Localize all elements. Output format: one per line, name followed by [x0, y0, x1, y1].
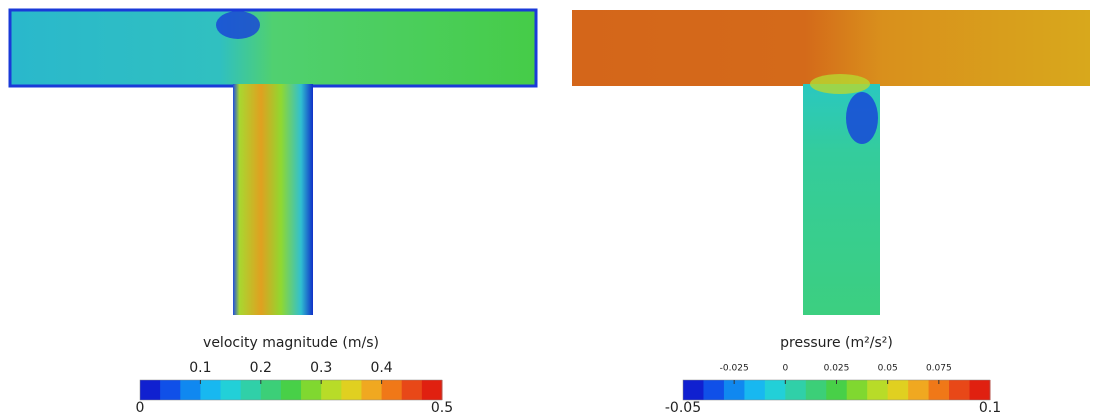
tick-label: 0.4: [370, 360, 392, 376]
colorbar-band: [240, 380, 262, 400]
colorbar-band: [301, 380, 322, 400]
colorbar-title: velocity magnitude (m/s): [203, 335, 379, 351]
colorbar-band: [220, 380, 242, 400]
range-label: -0.05: [665, 400, 701, 416]
colorbar-band: [381, 380, 403, 400]
colorbar-band: [361, 380, 383, 400]
colorbar-band: [949, 380, 971, 400]
pressure-field: [572, 10, 1090, 315]
colorbar-band: [140, 380, 161, 400]
colorbar-band: [341, 380, 362, 400]
colorbar-band: [723, 380, 745, 400]
range-label: 0: [136, 400, 145, 416]
velocity-field: [8, 8, 538, 315]
colorbar-band: [785, 380, 807, 400]
tick-label: 0.2: [250, 360, 272, 376]
tick-label: 0.3: [310, 360, 332, 376]
colorbar-frame: [139, 379, 443, 401]
colorbar-band: [764, 380, 786, 400]
colorbar-band: [200, 380, 222, 400]
tick-label: 0.025: [824, 364, 850, 374]
colorbar-band: [744, 380, 766, 400]
tick-label: 0.075: [926, 364, 952, 374]
tick-label: 0: [782, 364, 788, 374]
colorbar-band: [260, 380, 282, 400]
colorbar-band: [887, 380, 909, 400]
colorbar-band: [908, 380, 930, 400]
colorbar-band: [180, 380, 201, 400]
colorbar-title: pressure (m²/s²): [780, 335, 893, 351]
colorbar-band: [421, 380, 443, 400]
tick-label: 0.05: [878, 364, 898, 374]
colorbar-band: [805, 380, 827, 400]
colorbar-band: [280, 380, 302, 400]
tick-label: 0.1: [189, 360, 211, 376]
range-label: 0.1: [979, 400, 1001, 416]
colorbar-band: [401, 380, 423, 400]
colorbar-band: [846, 380, 868, 400]
colorbar-band: [969, 380, 991, 400]
colorbar-band: [867, 380, 889, 400]
colorbar-band: [160, 380, 181, 400]
tick-label: -0.025: [720, 364, 749, 374]
colorbar-band: [928, 380, 950, 400]
colorbar-band: [321, 380, 342, 400]
colorbar-band: [703, 380, 725, 400]
range-label: 0.5: [431, 400, 453, 416]
colorbar-band: [683, 380, 704, 400]
colorbar-band: [826, 380, 848, 400]
